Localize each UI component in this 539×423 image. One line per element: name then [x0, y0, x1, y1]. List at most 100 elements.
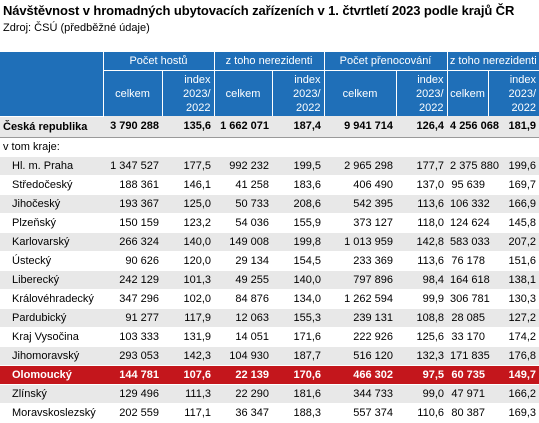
table-cell: 60 735	[447, 365, 489, 385]
table-cell: 199,8	[272, 232, 324, 252]
table-cell: 131,9	[162, 327, 214, 347]
table-cell: 293 053	[103, 346, 162, 366]
header-index-label-line: 2023/	[292, 87, 321, 100]
table-cell: 50 733	[214, 194, 272, 214]
table-cell: 84 876	[214, 289, 272, 309]
table-cell: 344 733	[324, 384, 396, 404]
header-index-label-line: 2022	[186, 101, 211, 114]
table-row: Plzeňský 150 159 123,2 54 036 155,9 373 127 11…	[0, 213, 539, 233]
total-row: Česká republika 3 790 288 135,6 1 662 071 18…	[0, 116, 539, 138]
table-cell: 113,6	[396, 251, 448, 271]
table-cell: 583 033	[447, 232, 490, 252]
table-row: Liberecký 242 129 101,3 49 255 140,0 797 896 9…	[0, 270, 539, 290]
table-cell: 187,4	[272, 116, 324, 138]
header-group-guests-nonresidents: z toho nerezidenti	[214, 52, 325, 71]
table-cell: 111,3	[162, 384, 214, 404]
header-index-label-line: 2023/	[508, 87, 537, 100]
table-cell: 91 277	[103, 308, 162, 328]
header-index-label-line: 2022	[511, 101, 537, 114]
table-cell: 516 120	[324, 346, 396, 366]
header-index-label-line: index	[294, 73, 321, 86]
table-cell: 47 971	[447, 384, 489, 404]
source-note: Zdroj: ČSÚ (předběžné údaje)	[3, 22, 150, 34]
table-cell: 466 302	[324, 365, 396, 385]
table-row: Jihočeský 193 367 125,0 50 733 208,6 542 395 1…	[0, 194, 539, 214]
header-index-label-line: 2022	[419, 101, 444, 114]
table-cell: 144 781	[103, 365, 162, 385]
table-cell: 199,5	[272, 156, 324, 176]
table-cell: 187,7	[272, 346, 324, 366]
table-cell: 222 926	[324, 327, 396, 347]
table-cell: 127,2	[488, 308, 539, 328]
table-cell: 149,7	[488, 365, 539, 385]
table-cell: 177,5	[162, 156, 214, 176]
header-total-label: celkem	[324, 70, 397, 116]
table-row: Jihomoravský 293 053 142,3 104 930 187,7 516 …	[0, 346, 539, 366]
header-group-overnights-nonresidents: z toho nerezidenti	[447, 52, 539, 71]
header-index-label: index 2023/2022	[488, 70, 539, 116]
table-cell: 123,2	[162, 213, 214, 233]
table-cell: 142,8	[396, 232, 448, 252]
table-cell: 406 490	[324, 175, 396, 195]
table-cell: 117,1	[162, 403, 214, 423]
table-row: Královéhradecký 347 296 102,0 84 876 134,0 1 …	[0, 289, 539, 309]
table-cell: 135,6	[162, 116, 214, 138]
table-cell: 188 361	[103, 175, 162, 195]
header-index-label-line: index	[509, 73, 537, 86]
table-cell: 9 941 714	[324, 116, 396, 138]
table-cell: 90 626	[103, 251, 162, 271]
table-cell: 108,8	[396, 308, 448, 328]
section-label: v tom kraje:	[0, 137, 539, 157]
table-cell: 174,2	[488, 327, 539, 347]
table-cell: 29 134	[214, 251, 272, 271]
table-row: Pardubický 91 277 117,9 12 063 155,3 239 131 1…	[0, 308, 539, 328]
table-cell: 110,6	[396, 403, 448, 423]
table-cell: 166,2	[488, 384, 539, 404]
table-cell: 129 496	[103, 384, 162, 404]
table-cell: 169,7	[488, 175, 539, 195]
table-cell: 36 347	[214, 403, 272, 423]
table-header: Počet hostů z toho nerezidenti Počet pře…	[0, 52, 539, 117]
row-label: Česká republika	[0, 116, 103, 138]
table-cell: 155,9	[272, 213, 324, 233]
header-index-label-line: 2023/	[182, 87, 211, 100]
row-label: Karlovarský	[0, 232, 103, 252]
table-cell: 101,3	[162, 270, 214, 290]
table-cell: 373 127	[324, 213, 396, 233]
table-cell: 797 896	[324, 270, 396, 290]
table-cell: 80 387	[447, 403, 489, 423]
table-cell: 28 085	[447, 308, 489, 328]
table-row: Moravskoslezský 202 559 117,1 36 347 188,3 55…	[0, 403, 539, 423]
header-index-label-line: index	[417, 73, 444, 86]
table-cell: 102,0	[162, 289, 214, 309]
row-label: Ústecký	[0, 251, 103, 271]
row-label: Jihočeský	[0, 194, 103, 214]
table-cell: 99,9	[396, 289, 448, 309]
table-cell: 125,0	[162, 194, 214, 214]
table-row: Karlovarský 266 324 140,0 149 008 199,8 1 013…	[0, 232, 539, 252]
row-label: Hl. m. Praha	[0, 156, 103, 176]
header-total-label: celkem	[103, 70, 163, 116]
table-cell: 132,3	[396, 346, 448, 366]
table-cell: 154,5	[272, 251, 324, 271]
table-cell: 2 965 298	[324, 156, 396, 176]
table-cell: 208,6	[272, 194, 324, 214]
table-cell: 207,2	[488, 232, 539, 252]
table-cell: 95 639	[447, 175, 489, 195]
table-cell: 166,9	[488, 194, 539, 214]
table-cell: 542 395	[324, 194, 396, 214]
row-label: Moravskoslezský	[0, 403, 103, 423]
header-index-label-line: 2022	[296, 101, 321, 114]
table-cell: 54 036	[214, 213, 272, 233]
table-cell: 266 324	[103, 232, 162, 252]
row-label: Středočeský	[0, 175, 103, 195]
table-cell: 33 170	[447, 327, 489, 347]
table-cell: 233 369	[324, 251, 396, 271]
table-cell: 150 159	[103, 213, 162, 233]
header-group-guests: Počet hostů	[103, 52, 215, 71]
table-body: Česká republika 3 790 288 135,6 1 662 071 18…	[0, 116, 539, 423]
table-cell: 118,0	[396, 213, 448, 233]
row-label: Liberecký	[0, 270, 103, 290]
table-cell: 347 296	[103, 289, 162, 309]
table-cell: 124 624	[447, 213, 490, 233]
